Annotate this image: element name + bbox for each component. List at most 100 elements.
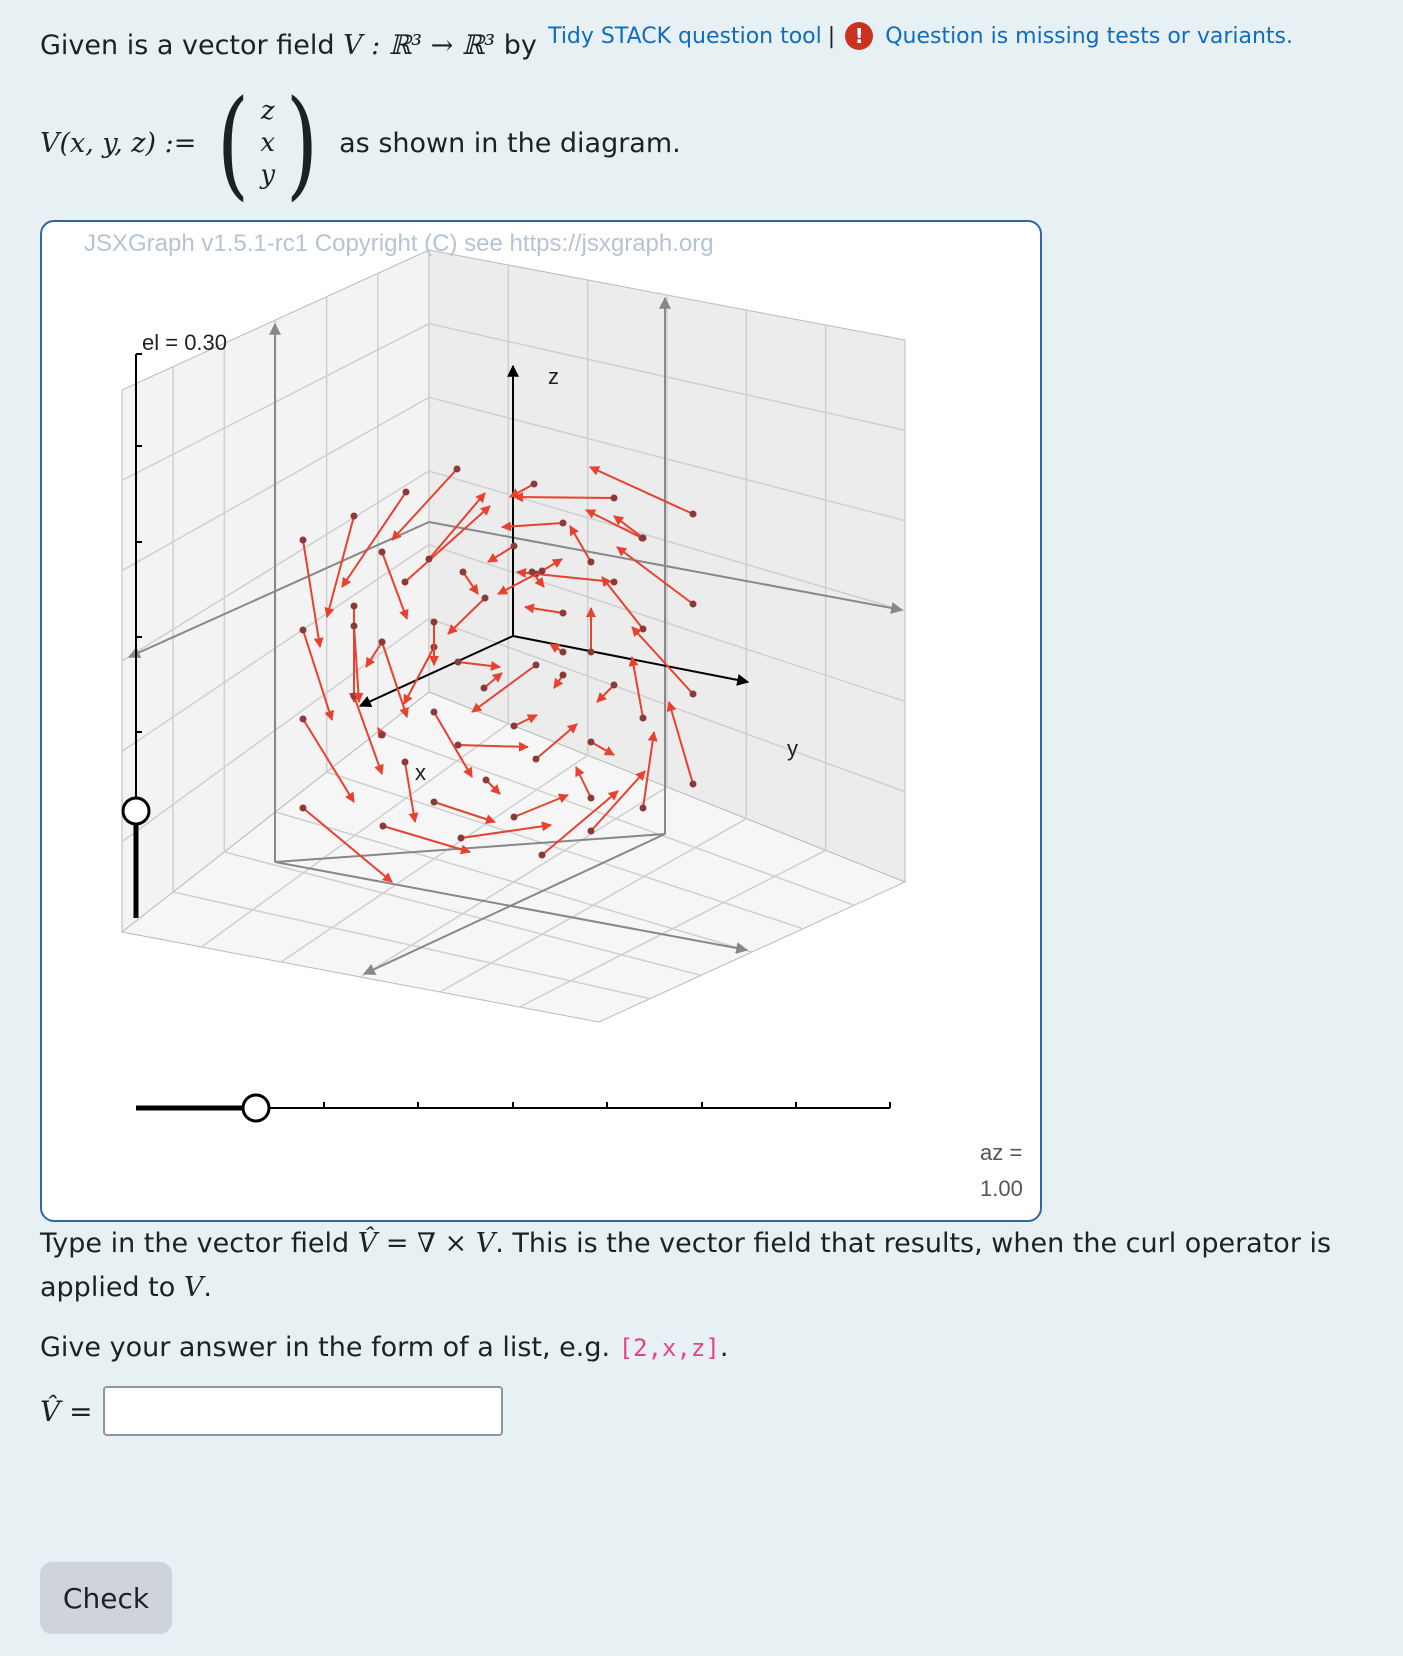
field-arrow [513, 492, 615, 503]
field-point [532, 661, 540, 669]
azimuth-slider-value: 1.00 [980, 1176, 1023, 1201]
field-arrow [433, 801, 496, 824]
field-arrow [353, 625, 364, 703]
hint-prefix: Give your answer in the form of a list, … [40, 1332, 611, 1363]
field-point [610, 681, 618, 689]
answer-label: V̂ = [40, 1394, 93, 1428]
field-point [299, 715, 307, 723]
field-arrow [590, 741, 615, 756]
field-arrow [433, 711, 473, 778]
azimuth-slider-handle[interactable] [241, 1093, 271, 1123]
field-point [689, 780, 697, 788]
field-arrow [628, 656, 644, 719]
link-separator: | [827, 23, 836, 49]
field-point [430, 798, 438, 806]
field-arrow [353, 695, 384, 775]
vector-field-definition: V(x, y, z) := ( z x y ) as shown in the … [40, 78, 681, 208]
jsxgraph-board[interactable]: JSXGraph v1.5.1-rc1 Copyright (C) see ht… [40, 220, 1042, 1222]
field-point [587, 827, 595, 835]
field-point [559, 519, 567, 527]
task-prefix: Type in the vector field [40, 1228, 350, 1259]
field-point [532, 755, 540, 763]
field-point [430, 618, 438, 626]
field-arrow [513, 793, 569, 818]
field-arrow [613, 515, 644, 539]
azimuth-slider-label: az = [980, 1140, 1023, 1165]
field-arrow [391, 468, 458, 541]
field-point [378, 638, 386, 646]
field-arrow [460, 821, 552, 839]
field-arrow [462, 571, 479, 595]
field-arrow [666, 701, 694, 785]
field-point [639, 534, 647, 542]
field-point [378, 548, 386, 556]
field-point [299, 804, 307, 812]
field-point [350, 512, 358, 520]
missing-tests-link[interactable]: Question is missing tests or variants. [885, 23, 1293, 49]
field-point [587, 558, 595, 566]
floor-grid-line [519, 849, 827, 1008]
field-point [510, 722, 518, 730]
hint-end: . [719, 1332, 729, 1363]
intro-map-formula: V : ℝ³ → ℝ³ [343, 30, 496, 61]
field-arrow [447, 597, 486, 635]
field-component-3: y [260, 160, 276, 190]
right-paren: ) [285, 74, 319, 212]
field-point [482, 776, 490, 784]
jsxgraph-copyright: JSXGraph v1.5.1-rc1 Copyright (C) see ht… [84, 230, 714, 257]
field-arrow [324, 515, 355, 618]
field-point [453, 465, 461, 473]
field-lhs: V(x, y, z) := [40, 127, 197, 159]
field-point [350, 622, 358, 630]
field-point [480, 684, 488, 692]
task-middle: . This is the vector field that results,… [40, 1228, 1332, 1303]
field-arrow [524, 603, 564, 614]
field-arrow [601, 576, 644, 630]
field-point [510, 542, 518, 550]
field-point [639, 804, 647, 812]
vector-field-3d-plot[interactable] [42, 222, 1040, 1220]
answer-input[interactable] [102, 1386, 503, 1436]
field-point [402, 488, 410, 496]
tidy-stack-tool-link[interactable]: Tidy STACK question tool [548, 23, 822, 49]
field-point [559, 648, 567, 656]
field-point [378, 731, 386, 739]
curl-formula: V̂ = ∇ × V [357, 1228, 496, 1259]
field-arrow [569, 525, 592, 563]
frame-x-wall-axis [127, 521, 430, 659]
field-point [689, 600, 697, 608]
field-arrow [365, 641, 383, 668]
field-point [401, 578, 409, 586]
field-arrow [483, 672, 503, 689]
field-arrow [575, 766, 592, 799]
hint-example-code: [2,x,z] [618, 1334, 720, 1362]
field-arrow [642, 731, 658, 809]
field-point [587, 794, 595, 802]
field-arrow [381, 641, 409, 718]
field-component-1: z [260, 96, 275, 126]
field-arrow [590, 770, 646, 832]
field-arrow [616, 546, 694, 605]
field-point [538, 567, 546, 575]
field-point [454, 658, 462, 666]
field-point [530, 480, 538, 488]
field-point [610, 494, 618, 502]
axis-x-label: x [415, 760, 426, 785]
field-point [559, 671, 567, 679]
field-point [350, 692, 358, 700]
check-button[interactable]: Check [40, 1562, 172, 1634]
field-arrow [541, 790, 619, 856]
exclamation-circle-icon: ! [845, 22, 874, 50]
frame-x-floor-axis [362, 833, 666, 975]
field-point [689, 510, 697, 518]
field-arrow [596, 684, 615, 703]
field-point [610, 578, 618, 586]
field-point [430, 708, 438, 716]
intro-suffix: by [503, 30, 537, 61]
elevation-slider-handle[interactable] [121, 796, 151, 826]
field-point [299, 626, 307, 634]
field-point [350, 602, 358, 610]
field-arrow [381, 551, 409, 620]
field-arrow [302, 718, 355, 803]
field-arrow [404, 505, 491, 583]
